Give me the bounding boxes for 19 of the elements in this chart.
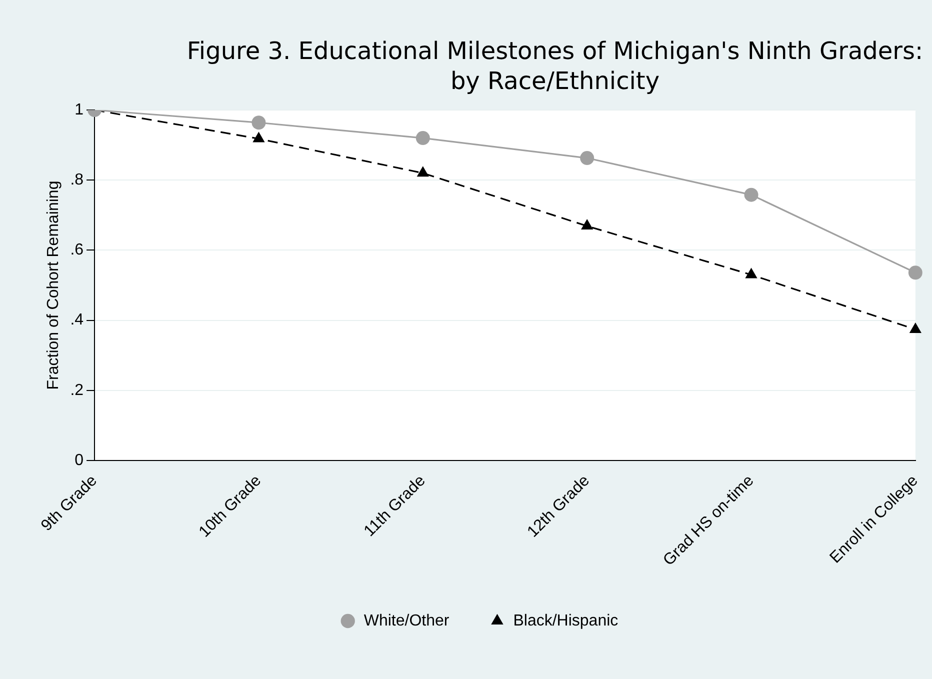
y-axis-title: Fraction of Cohort Remaining <box>45 180 62 390</box>
point <box>909 322 922 333</box>
legend-label: Black/Hispanic <box>513 612 618 630</box>
point <box>416 166 429 177</box>
point <box>416 131 430 146</box>
y-tick-label: .6 <box>70 242 84 259</box>
point <box>744 188 758 202</box>
y-tick-label: 0 <box>74 452 84 469</box>
point <box>581 219 594 230</box>
y-tick-label: .8 <box>70 172 84 189</box>
y-tick-label: .2 <box>70 382 84 399</box>
point <box>580 151 594 166</box>
legend-label: White/Other <box>364 612 450 630</box>
y-tick-label: 1 <box>74 101 84 118</box>
y-tick-label: .4 <box>70 312 84 329</box>
point <box>745 268 758 278</box>
point <box>252 116 266 130</box>
point <box>908 266 922 280</box>
chart-title: Figure 3. Educational Milestones of Michigan's Ninth Graders: by Race/Ethnicity <box>186 36 924 96</box>
